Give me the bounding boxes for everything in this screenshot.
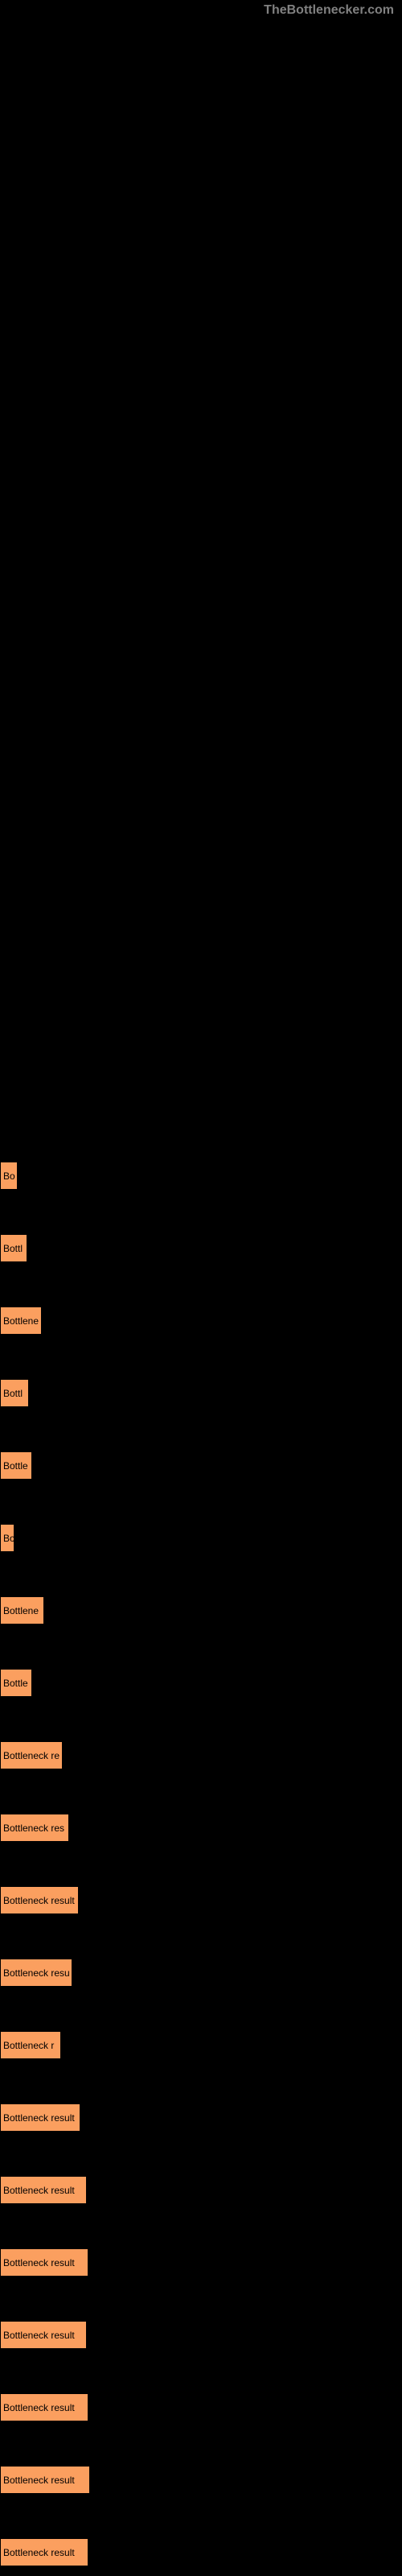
black-top-section [0,20,402,1162]
bar-row: Bottleneck re [0,1741,402,1769]
bar-row: Bottlene [0,1307,402,1335]
bar-chart: Bo Bottl Bottlene Bottl Bottle Bo Bottlene Bott… [0,1162,402,2576]
bar: Bottleneck result [0,2393,88,2421]
bar: Bottleneck re [0,1741,63,1769]
bar: Bottlene [0,1596,44,1624]
bar: Bottlene [0,1307,42,1335]
bar-row: Bo [0,1162,402,1190]
bar: Bo [0,1524,14,1552]
watermark-text: TheBottlenecker.com [264,3,394,18]
bar-row: Bottl [0,1379,402,1407]
bar: Bottleneck r [0,2031,61,2059]
bar: Bottleneck result [0,1886,79,1914]
bar: Bottleneck result [0,2538,88,2566]
bar: Bottleneck res [0,1814,69,1842]
bar: Bottleneck result [0,2176,87,2204]
header: TheBottlenecker.com [0,0,402,20]
bar-row: Bottleneck result [0,1886,402,1914]
bar-row: Bottle [0,1669,402,1697]
bar-row: Bottleneck result [0,2393,402,2421]
bar-row: Bottleneck result [0,2538,402,2566]
bar: Bottleneck result [0,2466,90,2494]
bar-row: Bottleneck result [0,2248,402,2277]
bar-row: Bottleneck res [0,1814,402,1842]
bar: Bottle [0,1669,32,1697]
bar: Bottleneck resu [0,1959,72,1987]
bar: Bottl [0,1379,29,1407]
bar-row: Bottleneck result [0,2176,402,2204]
bar-row: Bottleneck result [0,2466,402,2494]
bar-row: Bottleneck result [0,2321,402,2349]
bar-row: Bottleneck resu [0,1959,402,1987]
bar: Bo [0,1162,18,1190]
bar: Bottl [0,1234,27,1262]
bar-row: Bottl [0,1234,402,1262]
bar-row: Bottlene [0,1596,402,1624]
bar: Bottleneck result [0,2248,88,2277]
bar-row: Bo [0,1524,402,1552]
bar-row: Bottleneck r [0,2031,402,2059]
bar: Bottleneck result [0,2103,80,2132]
bar-row: Bottle [0,1451,402,1480]
bar: Bottleneck result [0,2321,87,2349]
bar: Bottle [0,1451,32,1480]
bar-row: Bottleneck result [0,2103,402,2132]
